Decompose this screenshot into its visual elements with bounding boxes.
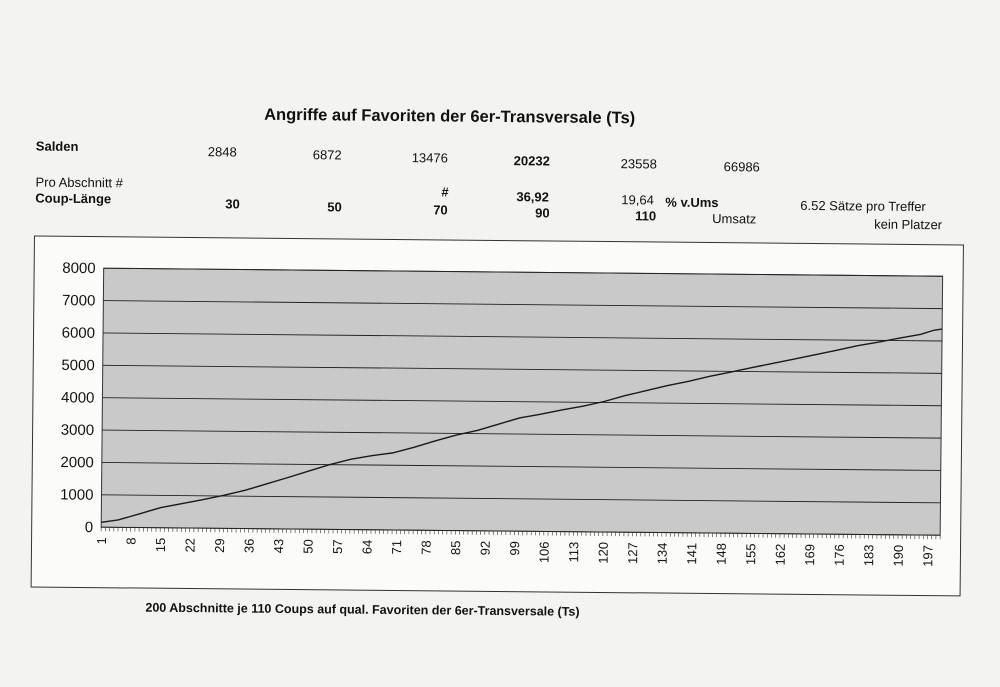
y-tick-label: 5000: [61, 357, 95, 374]
x-tick-label: 176: [832, 544, 847, 566]
y-tick-label: 4000: [61, 389, 95, 406]
x-tick-label: 141: [684, 543, 699, 565]
x-tick-label: 43: [271, 539, 286, 554]
x-tick-label: 78: [419, 540, 434, 555]
x-tick-label: 113: [566, 542, 581, 563]
x-tick-label: 36: [242, 539, 257, 554]
y-tick-label: 1000: [60, 486, 94, 503]
x-tick-label: 127: [625, 542, 640, 564]
x-tick-label: 71: [389, 540, 404, 555]
x-tick-label: 29: [212, 538, 227, 553]
x-tick-label: 15: [153, 538, 168, 553]
y-tick-label: 7000: [62, 292, 96, 309]
x-tick-label: 85: [448, 541, 463, 556]
y-tick-label: 6000: [62, 325, 96, 342]
y-tick-label: 3000: [61, 422, 95, 439]
y-tick-label: 2000: [60, 454, 94, 471]
x-tick-label: 169: [802, 544, 817, 566]
x-tick-label: 8: [124, 537, 139, 544]
x-tick-label: 134: [655, 542, 670, 564]
x-tick-label: 92: [478, 541, 493, 556]
x-tick-label: 155: [743, 543, 758, 565]
x-tick-label: 197: [920, 545, 935, 567]
x-tick-label: 22: [182, 538, 197, 553]
x-tick-label: 106: [537, 541, 552, 563]
x-tick-label: 57: [330, 539, 345, 554]
y-tick-label: 8000: [62, 260, 96, 277]
x-tick-label: 1: [94, 537, 109, 544]
x-tick-label: 190: [891, 545, 906, 567]
y-tick-label: 0: [85, 519, 94, 536]
x-tick-label: 99: [507, 541, 522, 556]
x-tick-label: 162: [773, 544, 788, 566]
x-tick-label: 183: [861, 544, 876, 566]
x-tick-label: 50: [301, 539, 316, 554]
x-tick-label: 148: [714, 543, 729, 565]
x-tick-label: 64: [360, 540, 375, 555]
x-tick-label: 120: [596, 542, 611, 564]
